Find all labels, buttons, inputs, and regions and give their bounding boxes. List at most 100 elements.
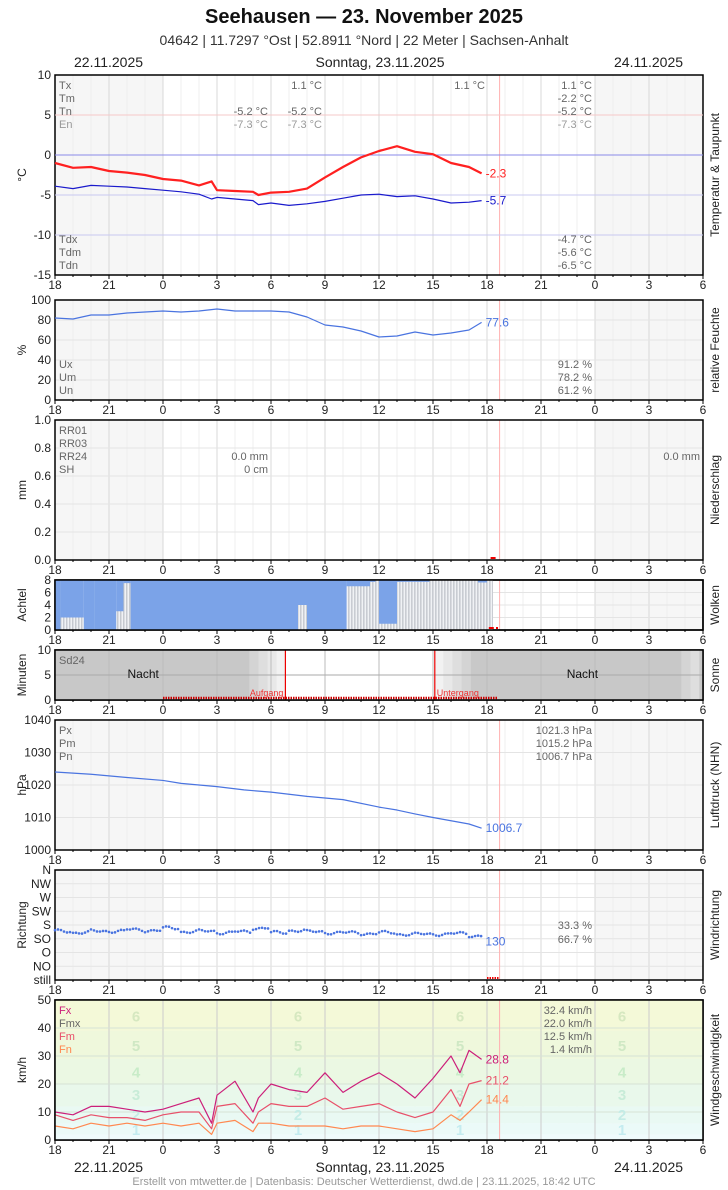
svg-text:Nacht: Nacht: [128, 667, 160, 681]
svg-text:-5.2 °C: -5.2 °C: [234, 106, 268, 118]
svg-text:6: 6: [44, 586, 51, 600]
svg-text:0: 0: [160, 403, 167, 417]
svg-text:-2.2 °C: -2.2 °C: [558, 93, 592, 105]
svg-text:18: 18: [480, 983, 494, 997]
svg-text:15: 15: [426, 563, 440, 577]
svg-text:-2.3: -2.3: [486, 166, 507, 180]
svg-text:21: 21: [102, 853, 116, 867]
svg-text:15: 15: [426, 403, 440, 417]
svg-text:Pm: Pm: [59, 738, 76, 750]
svg-text:28.8: 28.8: [486, 1052, 510, 1066]
svg-text:9: 9: [322, 1143, 329, 1157]
svg-text:3: 3: [646, 403, 653, 417]
footer-credits: Erstellt von mtwetter.de | Datenbasis: D…: [132, 1176, 596, 1188]
svg-text:1: 1: [132, 1122, 140, 1139]
svg-text:3: 3: [214, 703, 221, 717]
svg-text:0: 0: [160, 278, 167, 292]
svg-text:6: 6: [294, 1008, 302, 1025]
svg-text:15: 15: [426, 1143, 440, 1157]
svg-text:-5.7: -5.7: [486, 194, 507, 208]
svg-text:-4.7 °C: -4.7 °C: [558, 234, 592, 246]
svg-text:Px: Px: [59, 725, 72, 737]
svg-text:0: 0: [160, 563, 167, 577]
svg-text:3: 3: [294, 1087, 302, 1104]
svg-text:3: 3: [214, 278, 221, 292]
svg-text:22.0 km/h: 22.0 km/h: [544, 1018, 592, 1030]
svg-text:12: 12: [372, 983, 386, 997]
svg-text:Wolken: Wolken: [708, 585, 722, 625]
svg-text:1.0: 1.0: [34, 413, 51, 427]
svg-text:1015.2 hPa: 1015.2 hPa: [536, 738, 593, 750]
svg-text:61.2 %: 61.2 %: [558, 385, 592, 397]
footer-date-left: 22.11.2025: [74, 1159, 144, 1175]
svg-text:6: 6: [456, 1008, 464, 1025]
svg-text:6: 6: [700, 703, 707, 717]
svg-text:Fmx: Fmx: [59, 1018, 81, 1030]
svg-text:15: 15: [426, 278, 440, 292]
svg-text:5: 5: [132, 1038, 140, 1055]
svg-text:5: 5: [294, 1038, 302, 1055]
svg-text:Ux: Ux: [59, 359, 73, 371]
svg-text:66.7 %: 66.7 %: [558, 934, 592, 946]
svg-text:-7.3 °C: -7.3 °C: [234, 119, 268, 131]
svg-text:18: 18: [48, 853, 62, 867]
svg-text:78.2 %: 78.2 %: [558, 372, 592, 384]
svg-text:0: 0: [44, 693, 51, 707]
svg-text:Temperatur & Taupunkt: Temperatur & Taupunkt: [708, 112, 722, 237]
svg-text:Fx: Fx: [59, 1005, 72, 1017]
svg-text:5: 5: [456, 1038, 464, 1055]
svg-text:0.2: 0.2: [34, 525, 51, 539]
svg-text:RR01: RR01: [59, 425, 87, 437]
svg-text:hPa: hPa: [15, 774, 29, 796]
svg-text:1030: 1030: [24, 746, 51, 760]
svg-text:Luftdruck (NHN): Luftdruck (NHN): [708, 742, 722, 829]
svg-text:0: 0: [592, 1143, 599, 1157]
footer-date-center: Sonntag, 23.11.2025: [315, 1159, 445, 1175]
svg-text:3: 3: [646, 853, 653, 867]
svg-text:1.1 °C: 1.1 °C: [561, 80, 592, 92]
svg-text:21: 21: [534, 853, 548, 867]
svg-text:-7.3 °C: -7.3 °C: [558, 119, 592, 131]
svg-text:-5: -5: [40, 188, 51, 202]
svg-text:21: 21: [534, 1143, 548, 1157]
svg-text:Um: Um: [59, 372, 76, 384]
svg-text:Fm: Fm: [59, 1031, 75, 1043]
svg-text:Nacht: Nacht: [567, 667, 599, 681]
svg-text:12: 12: [372, 1143, 386, 1157]
svg-text:18: 18: [480, 563, 494, 577]
svg-text:21: 21: [534, 633, 548, 647]
svg-text:-5.2 °C: -5.2 °C: [288, 106, 322, 118]
svg-text:6: 6: [700, 278, 707, 292]
svg-text:En: En: [59, 119, 72, 131]
svg-text:0.0: 0.0: [34, 553, 51, 567]
svg-text:SO: SO: [34, 932, 51, 946]
svg-text:0: 0: [592, 633, 599, 647]
svg-text:5: 5: [44, 668, 51, 682]
svg-text:SW: SW: [32, 904, 52, 918]
date-left: 22.11.2025: [74, 54, 144, 70]
svg-text:0: 0: [44, 393, 51, 407]
svg-text:-7.3 °C: -7.3 °C: [288, 119, 322, 131]
svg-text:0: 0: [592, 703, 599, 717]
svg-text:6: 6: [268, 853, 275, 867]
svg-text:12: 12: [372, 853, 386, 867]
svg-text:6: 6: [700, 853, 707, 867]
svg-text:18: 18: [480, 1143, 494, 1157]
svg-text:RR24: RR24: [59, 451, 87, 463]
svg-text:9: 9: [322, 853, 329, 867]
svg-text:0: 0: [592, 403, 599, 417]
svg-text:4: 4: [44, 598, 51, 612]
svg-text:RR03: RR03: [59, 438, 87, 450]
svg-text:6: 6: [700, 563, 707, 577]
svg-text:12: 12: [372, 703, 386, 717]
svg-text:0: 0: [160, 703, 167, 717]
svg-text:9: 9: [322, 278, 329, 292]
svg-text:NO: NO: [33, 959, 51, 973]
svg-text:3: 3: [646, 633, 653, 647]
svg-text:Niederschlag: Niederschlag: [708, 455, 722, 525]
svg-text:12: 12: [372, 403, 386, 417]
svg-text:18: 18: [48, 278, 62, 292]
svg-text:-6.5 °C: -6.5 °C: [558, 260, 592, 272]
svg-text:18: 18: [480, 703, 494, 717]
